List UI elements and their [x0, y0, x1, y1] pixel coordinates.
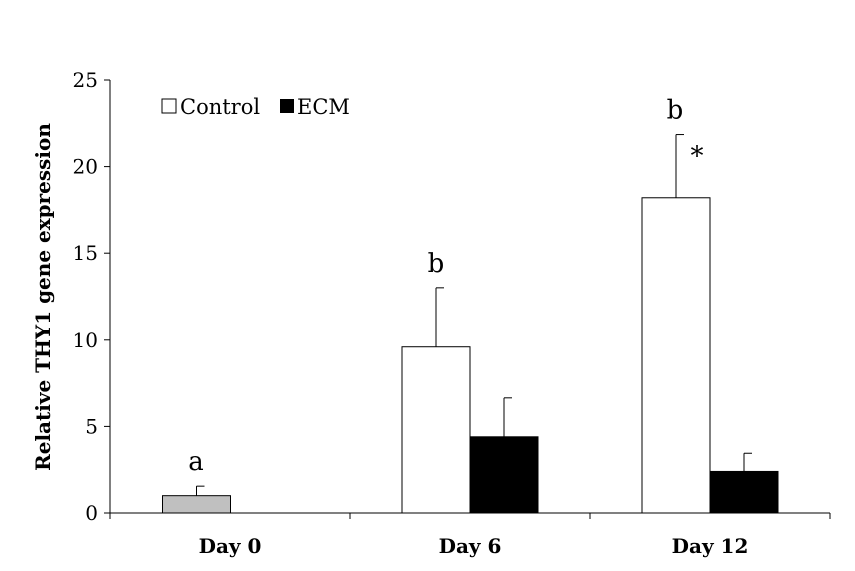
bar-day-0-baseline: [162, 495, 231, 514]
x-tick-label: Day 6: [439, 534, 502, 558]
bar-control: [641, 197, 711, 514]
legend: Control ECM: [161, 95, 350, 119]
bar-ecm: [469, 436, 539, 514]
y-tick-label: 15: [73, 241, 98, 265]
legend-swatch-ecm: [280, 99, 294, 113]
y-axis-label: Relative THY1 gene expression: [31, 123, 55, 471]
annotation-label: *: [691, 142, 704, 172]
y-tick-label: 10: [73, 328, 98, 352]
y-tick-label: 25: [73, 68, 98, 92]
axes: 0 5 10 15 20 25 Day 0 Day 6 Day 12: [73, 68, 831, 558]
legend-label-control: Control: [180, 95, 260, 119]
bars: abb*: [162, 96, 779, 514]
legend-swatch-control: [161, 98, 177, 114]
annotation-label: b: [428, 249, 445, 279]
annotation-label: a: [188, 447, 204, 477]
y-tick-label: 20: [73, 155, 98, 179]
legend-label-ecm: ECM: [297, 95, 350, 119]
annotation-label: b: [667, 96, 684, 126]
y-tick-label: 0: [85, 501, 98, 525]
x-tick-label: Day 0: [199, 534, 262, 558]
bar-ecm: [709, 470, 779, 514]
x-tick-label: Day 12: [672, 534, 749, 558]
bar-control: [401, 346, 471, 514]
y-tick-label: 5: [85, 414, 98, 438]
